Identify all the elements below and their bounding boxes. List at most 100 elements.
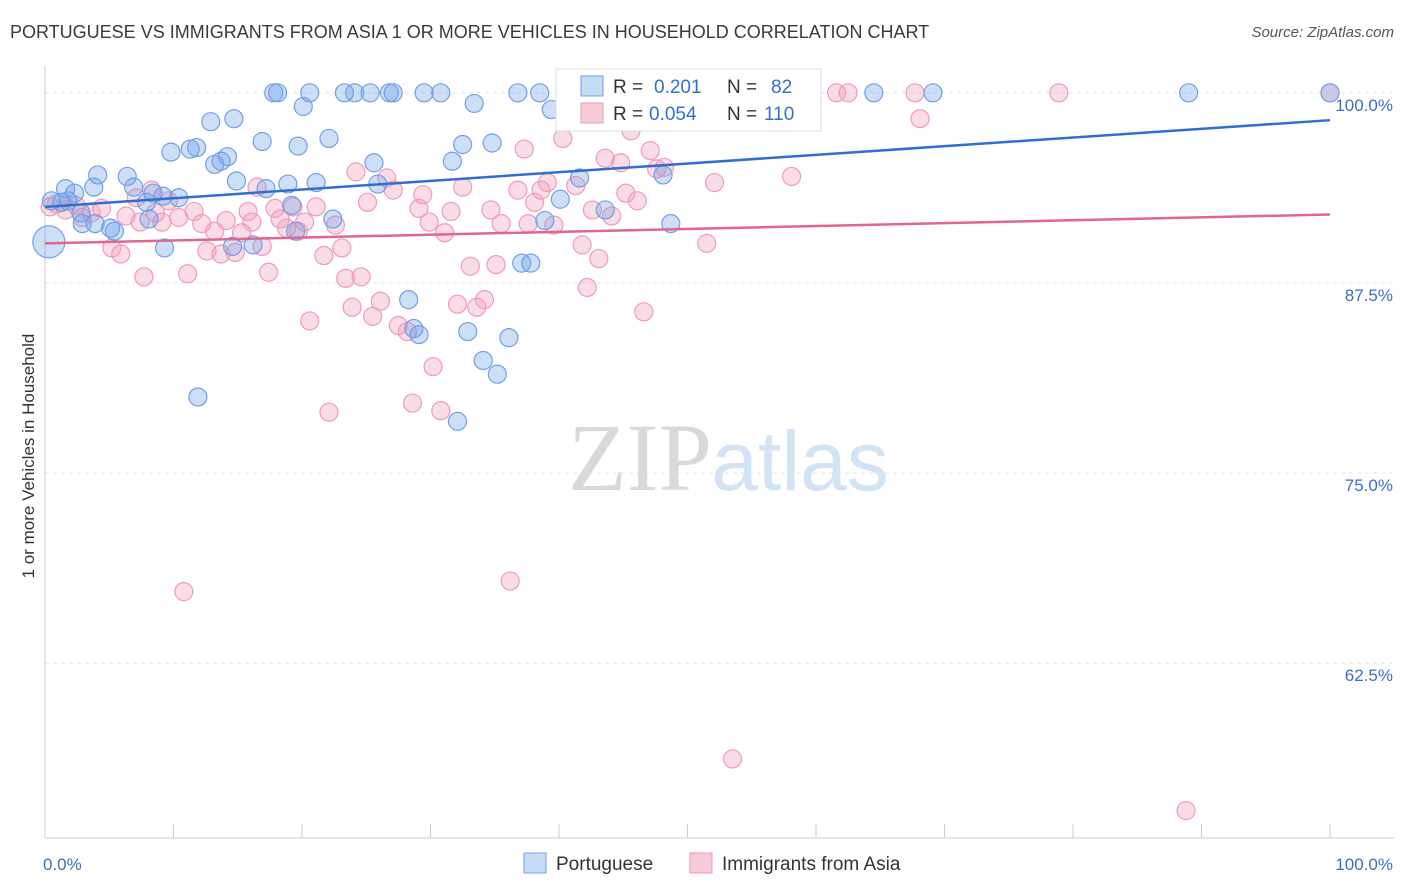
asia-point-19 <box>178 264 198 284</box>
bottom-legend-label-portuguese: Portuguese <box>556 854 653 875</box>
portuguese-point-37 <box>288 136 308 156</box>
asia-point-86 <box>595 148 615 168</box>
portuguese-point-52 <box>409 325 429 345</box>
watermark: ZIP atlas <box>568 404 889 511</box>
asia-point-66 <box>460 256 480 276</box>
asia-point-39 <box>300 311 320 331</box>
portuguese-point-27 <box>224 109 244 129</box>
portuguese-point-12 <box>85 214 105 234</box>
portuguese-point-15 <box>139 209 159 229</box>
portuguese-point-85 <box>223 236 243 257</box>
asia-point-96 <box>697 233 717 253</box>
bottom-legend-label-asia: Immigrants from Asia <box>722 854 901 875</box>
trend-line-portuguese <box>44 118 1331 209</box>
portuguese-point-30 <box>252 131 272 152</box>
portuguese-point-79 <box>864 83 884 103</box>
portuguese-point-13 <box>117 166 137 187</box>
x-tick-label-max: 100.0% <box>1335 855 1393 874</box>
asia-point-76 <box>524 192 545 212</box>
legend-n-value-asia: 110 <box>764 104 794 125</box>
asia-point-48 <box>351 267 371 287</box>
portuguese-point-34 <box>278 174 298 194</box>
asia-point-102 <box>826 83 847 103</box>
portuguese-point-4 <box>64 183 85 203</box>
watermark-atlas: atlas <box>711 414 888 508</box>
portuguese-point-11 <box>104 221 124 241</box>
portuguese-point-57 <box>453 134 473 155</box>
legend-n-label-portuguese: N = <box>727 77 757 98</box>
asia-point-64 <box>447 294 468 314</box>
asia-point-45 <box>336 268 356 288</box>
asia-point-42 <box>319 402 339 422</box>
portuguese-point-83 <box>188 387 208 407</box>
legend-r-value-asia: 0.054 <box>649 104 697 125</box>
portuguese-point-55 <box>442 151 462 171</box>
asia-point-20 <box>184 201 204 222</box>
asia-point-24 <box>211 244 231 264</box>
series-legend: Portuguese Immigrants from Asia <box>523 852 901 875</box>
asia-point-62 <box>435 223 455 243</box>
portuguese-point-84 <box>154 238 175 258</box>
portuguese-point-44 <box>345 83 365 103</box>
portuguese-point-70 <box>550 189 570 209</box>
trend-lines <box>44 118 1331 245</box>
portuguese-point-62 <box>487 364 507 384</box>
asia-point-78 <box>537 172 558 193</box>
asia-point-71 <box>491 214 511 234</box>
asia-point-93 <box>640 141 660 161</box>
asia-point-98 <box>722 749 743 769</box>
asia-point-101 <box>781 166 802 187</box>
portuguese-point-81 <box>1179 83 1199 103</box>
portuguese-point-58 <box>458 321 478 342</box>
asia-point-49 <box>357 192 378 212</box>
asia-point-44 <box>332 238 352 258</box>
asia-point-97 <box>704 172 725 193</box>
asia-point-74 <box>514 139 534 159</box>
asia-point-92 <box>634 302 654 322</box>
y-tick-labels: 100.0% 87.5% 75.0% 62.5% <box>1335 96 1393 685</box>
legend-n-value-portuguese: 82 <box>771 77 792 98</box>
legend-swatch-portuguese <box>580 75 604 97</box>
legend-n-label-asia: N = <box>727 104 757 125</box>
portuguese-point-9 <box>88 165 108 185</box>
x-tick-labels: 0.0% 100.0% <box>43 855 1393 874</box>
asia-point-80 <box>553 128 573 149</box>
bottom-legend-swatch-asia <box>689 852 713 874</box>
portuguese-point-26 <box>217 147 238 167</box>
asia-point-72 <box>500 571 520 591</box>
asia-point-68 <box>474 290 495 310</box>
asia-point-9 <box>116 206 136 226</box>
asia-point-41 <box>314 245 334 266</box>
watermark-zip: ZIP <box>568 404 712 511</box>
portuguese-point-50 <box>399 290 419 310</box>
portuguese-point-21 <box>180 139 200 159</box>
asia-point-67 <box>467 297 487 317</box>
asia-point-8 <box>111 244 131 264</box>
portuguese-point-59 <box>464 93 484 114</box>
asia-point-104 <box>905 83 925 103</box>
portuguese-point-42 <box>323 209 343 229</box>
x-tick-label-min: 0.0% <box>43 855 82 874</box>
asia-point-83 <box>577 277 597 298</box>
y-tick-label-1: 87.5% <box>1345 286 1393 305</box>
asia-point-65 <box>453 177 473 197</box>
portuguese-point-19 <box>161 142 181 162</box>
stats-legend: R = 0.201 N = 82 R = 0.054 N = 110 <box>555 68 822 132</box>
portuguese-point-73 <box>595 200 615 220</box>
asia-point-25 <box>216 210 236 231</box>
portuguese-point-31 <box>256 179 276 199</box>
portuguese-point-39 <box>300 83 320 103</box>
portuguese-point-63 <box>499 328 519 348</box>
portuguese-point-41 <box>319 128 339 149</box>
portuguese-point-36 <box>285 221 306 241</box>
asia-point-18 <box>174 582 194 602</box>
portuguese-point-18 <box>136 192 157 212</box>
legend-r-label-asia: R = <box>613 104 643 125</box>
portuguese-point-28 <box>226 171 247 191</box>
asia-point-28 <box>238 201 258 222</box>
portuguese-point-46 <box>364 153 384 173</box>
portuguese-point-23 <box>201 112 221 132</box>
portuguese-point-54 <box>431 83 451 103</box>
series-portuguese <box>32 83 1340 431</box>
asia-point-60 <box>423 356 443 377</box>
